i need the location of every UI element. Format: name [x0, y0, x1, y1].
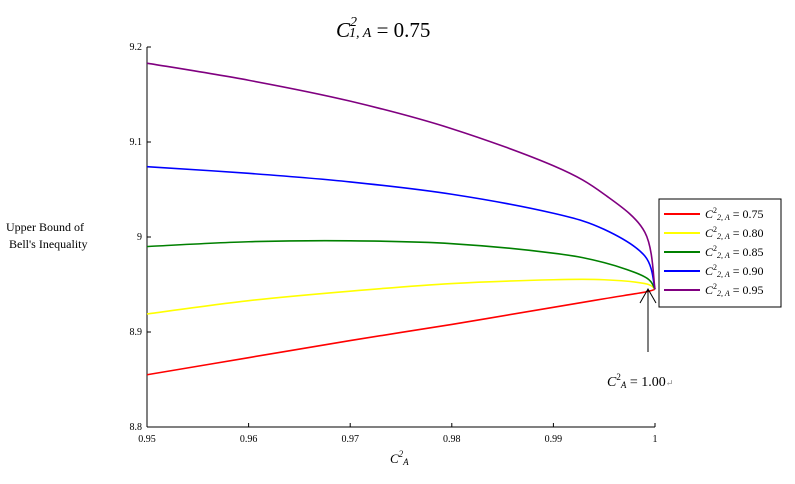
x-tick-label: 0.96 [240, 434, 258, 445]
axes [146, 47, 655, 428]
series-group [146, 62, 656, 376]
x-tick-label: 1 [653, 434, 658, 445]
y-tick-label: 9.2 [130, 42, 143, 53]
y-axis-label: Upper Bound of Bell's Inequality [6, 220, 87, 251]
y-axis-label-line-1: Upper Bound of [6, 220, 84, 234]
annotation: C2A = 1.00↵ [607, 287, 673, 390]
ticks: 0.95 0.96 0.97 0.98 0.99 1 8.8 8.9 9 9.1 9.2 [130, 42, 658, 445]
y-tick-label: 8.8 [130, 422, 143, 433]
y-tick-label: 9 [137, 232, 142, 243]
x-tick-label: 0.95 [138, 434, 156, 445]
x-axis-label: C2A [390, 449, 409, 467]
series-line-1 [146, 288, 656, 376]
series-line-3 [146, 239, 656, 290]
y-tick-label: 9.1 [130, 137, 143, 148]
legend: C22, A = 0.75 C22, A = 0.80 C22, A = 0.85 C… [658, 198, 782, 308]
x-tick-label: 0.99 [545, 434, 563, 445]
series-line-5 [146, 62, 656, 290]
legend-label-5: C22, A = 0.95 [705, 282, 764, 298]
y-tick-label: 8.9 [130, 327, 143, 338]
chart-title: C2 1, A = 0.75 [336, 15, 430, 42]
legend-label-1: C22, A = 0.75 [705, 206, 764, 222]
annotation-label: C2A = 1.00↵ [607, 372, 673, 390]
series-line-4 [146, 165, 656, 290]
legend-label-3: C22, A = 0.85 [705, 244, 764, 260]
x-tick-label: 0.97 [341, 434, 359, 445]
x-tick-label: 0.98 [443, 434, 461, 445]
series-line-2 [146, 278, 656, 315]
arrowhead-icon [639, 287, 657, 304]
y-axis-label-line-2: Bell's Inequality [9, 237, 87, 251]
legend-label-4: C22, A = 0.90 [705, 263, 764, 279]
legend-label-2: C22, A = 0.80 [705, 225, 764, 241]
